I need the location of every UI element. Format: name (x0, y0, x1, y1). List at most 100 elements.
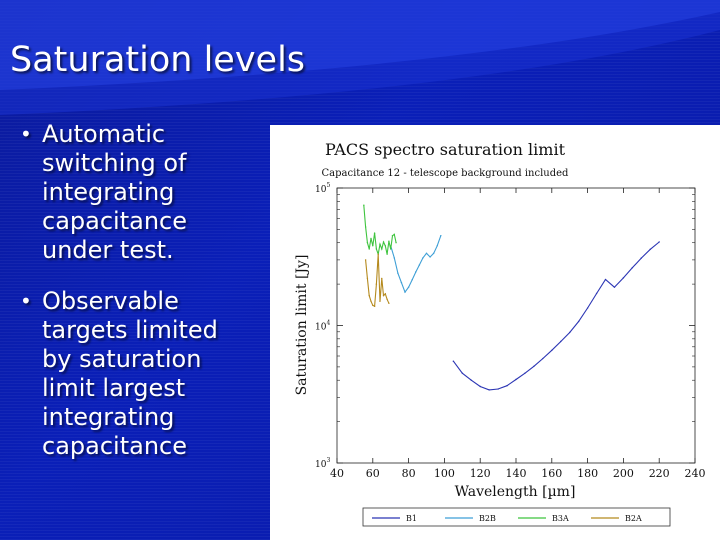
data-point-b2a (375, 283, 378, 285)
x-tick-label: 140 (506, 467, 527, 480)
chart-subtitle: Capacitance 12 - telescope background in… (322, 168, 570, 179)
saturation-chart: PACS spectro saturation limit Capacitanc… (294, 140, 706, 527)
data-point-b1 (586, 307, 589, 309)
data-point-b1 (560, 340, 562, 343)
data-point-b2a (366, 277, 369, 280)
series-line-b2b (390, 235, 442, 294)
data-point-b3a (388, 240, 390, 242)
data-point-b1 (640, 257, 642, 259)
data-point-b3a (375, 248, 378, 250)
legend: B1 B2B B3A B2A (372, 514, 642, 523)
bullet-item: • Automatic switching of integrating cap… (18, 120, 268, 265)
y-tick-exponent: 5 (326, 182, 330, 189)
data-point-b2b (422, 257, 424, 259)
y-tick-exponent: 4 (326, 320, 330, 327)
data-point-b3a (391, 234, 394, 237)
data-point-b3a (372, 245, 374, 247)
chart-figure: PACS spectro saturation limit Capacitanc… (270, 125, 720, 540)
y-tick-label: 105 (315, 182, 330, 195)
data-point-b1 (497, 388, 499, 390)
data-point-b1 (551, 349, 553, 352)
data-point-b2a (377, 253, 379, 255)
y-tick-label: 103 (315, 457, 330, 470)
series-line-b1 (452, 241, 660, 391)
data-point-b3a (390, 248, 392, 250)
x-tick-label: 80 (402, 467, 416, 480)
data-point-b3a (373, 232, 376, 234)
bullet-icon: • (20, 289, 32, 313)
y-axis-label: Saturation limit [Jy] (294, 255, 310, 396)
x-tick-label: 240 (685, 467, 706, 480)
bullet-item: • Observable targets limited by saturati… (18, 287, 268, 461)
x-axis-label: Wavelength [µm] (455, 484, 576, 500)
data-point-b1 (658, 241, 660, 243)
y-tick-label: 104 (315, 320, 330, 333)
data-point-b3a (382, 241, 385, 243)
x-tick-label: 60 (366, 467, 380, 480)
data-point-b1 (577, 320, 580, 323)
data-point-b2a (370, 300, 372, 302)
data-point-b2a (379, 300, 381, 302)
bullet-icon: • (20, 122, 32, 146)
data-point-b2b (440, 234, 442, 237)
data-point-b2a (382, 294, 385, 297)
x-tick-label: 160 (541, 467, 562, 480)
data-point-b2b (432, 252, 435, 255)
data-point-b3a (379, 243, 381, 245)
y-axis-ticks: 105 104 103 (315, 182, 695, 470)
data-point-b3a (393, 233, 395, 236)
data-point-b1 (470, 379, 472, 381)
data-point-b1 (649, 248, 651, 251)
data-point-b1 (569, 331, 571, 334)
legend-label: B1 (406, 514, 417, 523)
data-point-b1 (622, 277, 625, 279)
series-line-b2a (365, 254, 390, 308)
data-point-b2a (372, 304, 374, 307)
legend-label: B2A (625, 514, 642, 523)
bullet-text: Observable targets limited by saturation… (42, 287, 218, 460)
x-tick-label: 40 (330, 467, 344, 480)
data-point-b1 (613, 286, 616, 288)
x-tick-label: 200 (613, 467, 634, 480)
data-point-b2a (368, 294, 370, 297)
data-point-b1 (595, 292, 598, 295)
data-point-b1 (461, 372, 463, 374)
x-tick-label: 180 (577, 467, 598, 480)
data-point-b2b (400, 281, 403, 284)
data-point-b3a (370, 237, 372, 240)
data-point-b1 (506, 384, 508, 387)
data-point-b2b (418, 264, 421, 266)
data-point-b1 (631, 267, 634, 269)
y-tick-exponent: 3 (326, 457, 330, 464)
title-swoosh-decoration (0, 0, 720, 115)
data-point-b3a (395, 242, 397, 244)
data-point-b2b (436, 245, 438, 247)
legend-label: B2B (479, 514, 496, 523)
data-point-b2a (381, 277, 383, 280)
data-point-b2b (411, 279, 413, 281)
data-point-b2b (425, 252, 428, 255)
data-point-b2b (397, 272, 399, 274)
data-point-b1 (488, 389, 490, 391)
slide-title: Saturation levels (10, 40, 306, 80)
data-point-b1 (524, 372, 526, 374)
legend-label: B3A (552, 514, 569, 523)
data-point-b1 (604, 278, 607, 281)
chart-title: PACS spectro saturation limit (325, 140, 566, 159)
data-point-b2a (388, 302, 390, 305)
data-point-b2a (386, 298, 388, 301)
data-point-b2b (393, 257, 395, 259)
data-point-b3a (368, 248, 370, 250)
x-tick-label: 220 (649, 467, 670, 480)
data-point-b1 (515, 378, 517, 381)
data-point-b3a (381, 248, 383, 250)
data-point-b2b (415, 271, 417, 273)
series-lines (363, 204, 660, 391)
data-point-b3a (363, 204, 365, 206)
data-point-b3a (384, 245, 387, 247)
data-point-b2b (429, 256, 431, 258)
data-point-b2b (404, 291, 406, 293)
x-tick-label: 120 (470, 467, 491, 480)
data-point-b1 (533, 365, 535, 367)
